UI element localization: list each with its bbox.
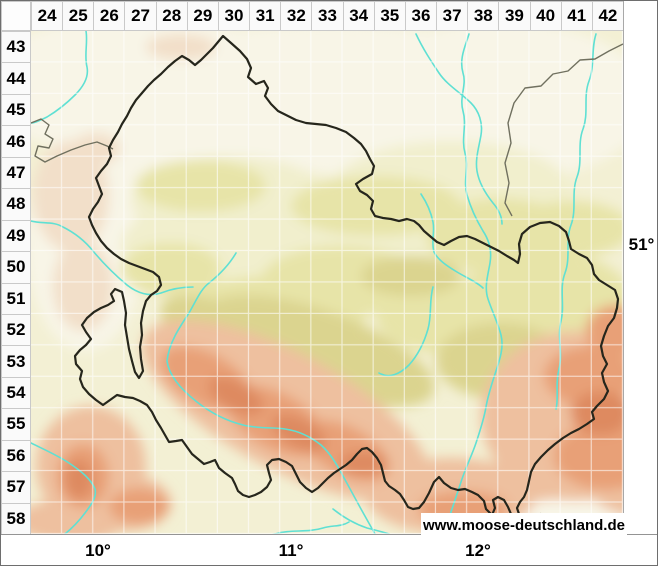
- column-header-31: 31: [249, 1, 282, 31]
- longitude-label-10deg: 10°: [85, 541, 111, 560]
- row-header-54: 54: [1, 376, 31, 410]
- row-header-50: 50: [1, 251, 31, 284]
- grid-corner-cell: [1, 1, 31, 31]
- row-header-58: 58: [1, 502, 31, 535]
- row-header-51: 51: [1, 282, 31, 315]
- longitude-label-12deg: 12°: [465, 541, 491, 560]
- grid-overlay: [31, 31, 623, 534]
- row-header-53: 53: [1, 345, 31, 378]
- column-header-37: 37: [436, 1, 469, 31]
- latitude-label-51: 51°: [628, 235, 655, 254]
- row-header-43: 43: [1, 31, 31, 64]
- column-header-27: 27: [124, 1, 157, 31]
- bottom-axis-strip: [1, 534, 657, 565]
- column-header-29: 29: [186, 1, 219, 31]
- row-header-52: 52: [1, 313, 31, 347]
- row-header-55: 55: [1, 408, 31, 441]
- column-header-38: 38: [467, 1, 500, 31]
- row-header-46: 46: [1, 125, 31, 158]
- row-header-56: 56: [1, 439, 31, 473]
- column-header-36: 36: [404, 1, 438, 31]
- row-header-44: 44: [1, 62, 31, 95]
- row-header-45: 45: [1, 93, 31, 127]
- row-header-48: 48: [1, 188, 31, 221]
- column-header-26: 26: [93, 1, 126, 31]
- column-header-42: 42: [591, 1, 624, 31]
- column-header-34: 34: [342, 1, 375, 31]
- column-header-33: 33: [311, 1, 344, 31]
- column-header-24: 24: [31, 1, 64, 31]
- column-header-28: 28: [155, 1, 188, 31]
- watermark: www.moose-deutschland.de: [421, 513, 627, 537]
- column-header-39: 39: [498, 1, 531, 31]
- row-header-49: 49: [1, 219, 31, 253]
- column-header-25: 25: [62, 1, 95, 31]
- column-header-35: 35: [373, 1, 406, 31]
- relief-map: [31, 31, 623, 534]
- column-header-32: 32: [280, 1, 313, 31]
- row-header-57: 57: [1, 471, 31, 504]
- right-margin: [623, 1, 657, 565]
- column-header-30: 30: [217, 1, 251, 31]
- row-header-47: 47: [1, 156, 31, 190]
- column-header-41: 41: [560, 1, 593, 31]
- thuringia-boundary: [73, 34, 620, 523]
- map-area: [31, 31, 623, 534]
- longitude-label-11deg: 11°: [278, 541, 304, 560]
- column-header-40: 40: [529, 1, 562, 31]
